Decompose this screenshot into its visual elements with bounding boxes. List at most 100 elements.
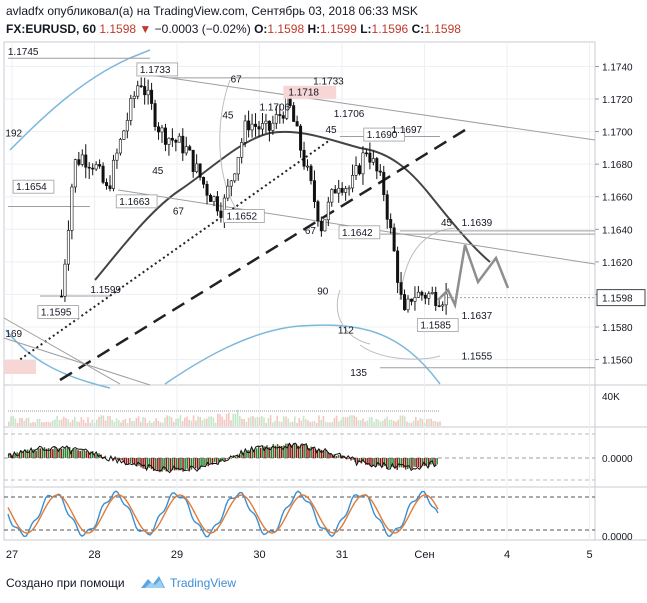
candle-body bbox=[375, 158, 379, 172]
volume-bar bbox=[217, 413, 219, 426]
oscillator-bar bbox=[71, 450, 73, 458]
volume-bar bbox=[71, 419, 74, 426]
oscillator-bar bbox=[262, 445, 264, 458]
volume-bar bbox=[14, 418, 17, 426]
volume-bar bbox=[8, 421, 10, 426]
stochastic-d-line bbox=[7, 494, 439, 534]
close-value: 1.1598 bbox=[424, 22, 461, 36]
volume-bar bbox=[223, 419, 226, 426]
price-label: 192 bbox=[5, 128, 22, 139]
price-label: 1.1599 bbox=[90, 285, 121, 296]
oscillator-bar bbox=[306, 445, 308, 458]
oscillator-bar bbox=[64, 448, 67, 458]
oscillator-bar bbox=[104, 455, 107, 458]
oscillator-bar bbox=[323, 450, 325, 458]
oscillator-bar bbox=[373, 458, 375, 466]
volume-bar bbox=[243, 419, 245, 426]
oscillator-bar bbox=[62, 448, 65, 458]
candle-body bbox=[160, 127, 164, 133]
dotted-channel-line bbox=[7, 139, 331, 369]
volume-bar bbox=[415, 416, 417, 426]
volume-bar bbox=[19, 418, 21, 426]
oscillator-bar bbox=[234, 456, 237, 458]
candle-body bbox=[264, 120, 268, 124]
y-tick-label: 1.1700 bbox=[602, 128, 633, 139]
candle-body bbox=[146, 89, 150, 96]
oscillator-bar bbox=[121, 458, 123, 461]
volume-bar bbox=[412, 420, 415, 426]
price-chart[interactable]: 1.1740 1.1720 1.1700 1.1680 1.1660 1.1640 1.16… bbox=[0, 0, 647, 570]
oscillator-bar bbox=[163, 458, 165, 471]
candle-body bbox=[316, 201, 320, 222]
oscillator-bar bbox=[85, 450, 88, 458]
volume-bar bbox=[360, 420, 362, 426]
oscillator-bar bbox=[249, 450, 251, 458]
volume-bar bbox=[133, 421, 135, 426]
current-price-marker bbox=[596, 289, 646, 307]
candle-body bbox=[101, 165, 105, 183]
oscillator-bar bbox=[239, 454, 241, 458]
price-label-box bbox=[12, 179, 55, 194]
price-label: 1.1639 bbox=[462, 218, 493, 229]
oscillator-bar bbox=[213, 458, 216, 463]
author-name[interactable]: avladfx bbox=[6, 4, 45, 18]
y-tick-label: 1.1720 bbox=[602, 95, 633, 106]
candle-body bbox=[434, 292, 438, 306]
oscillator-bar bbox=[365, 458, 367, 465]
volume-bar bbox=[265, 422, 267, 426]
oscillator-bar bbox=[293, 443, 296, 458]
x-tick-label: 5 bbox=[586, 549, 592, 561]
oscillator-bar bbox=[29, 451, 31, 458]
candle-body bbox=[306, 165, 310, 168]
oscillator-bar bbox=[89, 451, 92, 458]
oscillator-bar bbox=[167, 458, 170, 471]
candle-body bbox=[170, 137, 174, 141]
tradingview-brand[interactable]: TradingView bbox=[170, 576, 237, 590]
volume-bar bbox=[430, 418, 432, 426]
volume-bar bbox=[344, 417, 347, 426]
oscillator-bar bbox=[75, 449, 77, 458]
candle-body bbox=[63, 263, 67, 297]
volume-bar bbox=[393, 420, 395, 426]
volume-bar bbox=[313, 420, 316, 426]
angle-label: 45 bbox=[441, 218, 453, 229]
candle-body bbox=[250, 123, 254, 131]
high-value: 1.1599 bbox=[320, 22, 357, 36]
oscillator-bar bbox=[386, 458, 388, 469]
volume-bar bbox=[261, 416, 263, 426]
candle-body bbox=[396, 250, 400, 283]
oscillator-bar bbox=[197, 458, 199, 470]
candle-body bbox=[309, 165, 313, 181]
volume-bar bbox=[12, 416, 14, 426]
oscillator-bar bbox=[222, 458, 224, 461]
oscillator-bar bbox=[56, 448, 58, 458]
volume-bar bbox=[30, 422, 32, 426]
chart-header: avladfx опубликовал(а) на TradingView.co… bbox=[0, 0, 647, 40]
candle-body bbox=[299, 125, 303, 151]
oscillator-bar bbox=[226, 458, 228, 460]
volume-bar bbox=[221, 416, 223, 426]
oscillator-bar bbox=[171, 458, 174, 471]
oscillator-bar bbox=[94, 454, 96, 458]
candle-body bbox=[105, 182, 109, 187]
volume-bar bbox=[397, 419, 399, 426]
x-tick-label: 4 bbox=[504, 549, 510, 561]
oscillator-bar bbox=[415, 458, 417, 468]
oscillator-bar bbox=[339, 455, 342, 458]
oscillator-bar bbox=[283, 445, 285, 458]
price-label: 1.1690 bbox=[367, 130, 398, 141]
volume-bar bbox=[362, 418, 364, 426]
volume-bar bbox=[307, 420, 309, 426]
candle-body bbox=[181, 135, 185, 154]
symbol-label[interactable]: FX:EURUSD, 60 bbox=[6, 22, 97, 36]
candle-body bbox=[403, 294, 407, 311]
volume-bar bbox=[195, 420, 197, 426]
volume-bar bbox=[327, 422, 329, 426]
tradingview-logo-icon[interactable] bbox=[140, 572, 166, 592]
volume-bar bbox=[131, 421, 133, 426]
oscillator-bar bbox=[310, 446, 312, 458]
oscillator-bar bbox=[392, 458, 394, 467]
volume-bar bbox=[21, 417, 23, 426]
x-tick-label: Сен bbox=[414, 549, 434, 561]
candle-body bbox=[382, 171, 386, 196]
